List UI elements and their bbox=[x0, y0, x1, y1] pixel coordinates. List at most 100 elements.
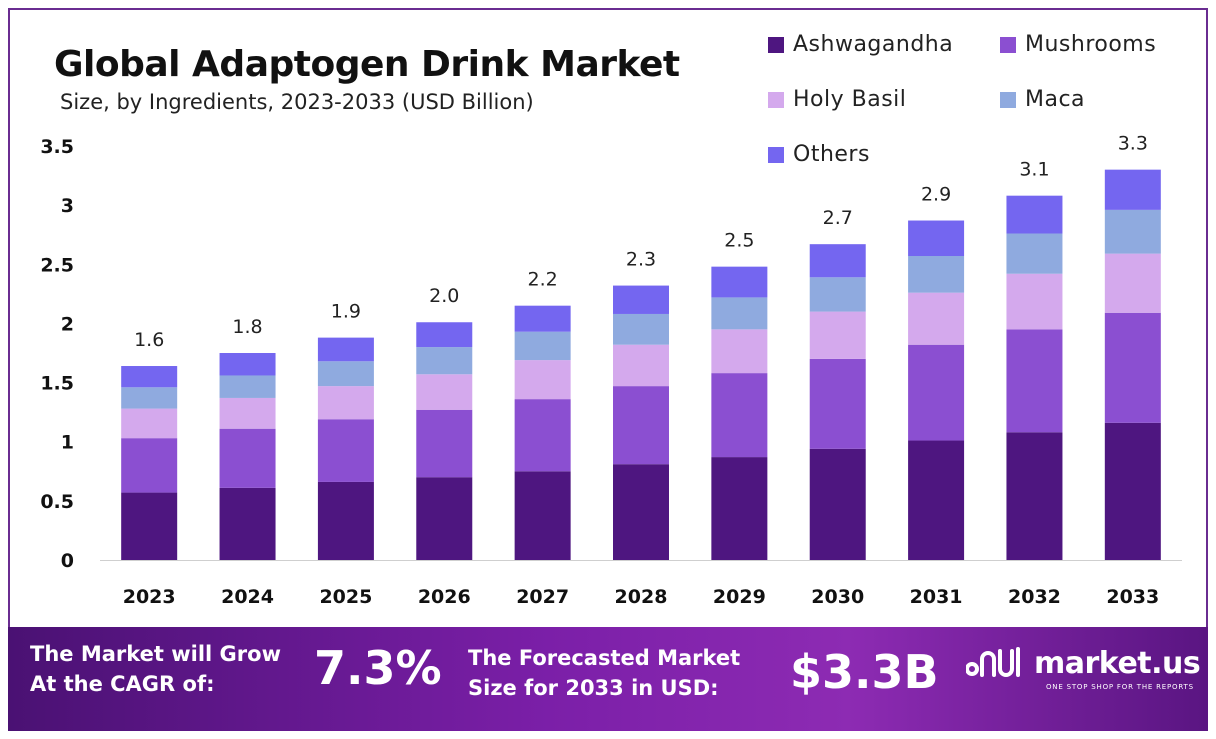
brand-tagline: ONE STOP SHOP FOR THE REPORTS bbox=[1046, 683, 1194, 691]
chart-title: Global Adaptogen Drink Market bbox=[54, 44, 680, 85]
legend-item-mushrooms: Mushrooms bbox=[1000, 32, 1156, 57]
x-tick-label: 2027 bbox=[516, 586, 569, 608]
bar-segment-holy-basil bbox=[613, 344, 669, 387]
bar-segment-mushrooms bbox=[219, 428, 276, 488]
bar-segment-others bbox=[219, 353, 276, 376]
bar-segment-maca bbox=[416, 347, 473, 375]
bar-segment-mushrooms bbox=[416, 409, 473, 478]
legend-item-holy-basil: Holy Basil bbox=[768, 87, 906, 112]
bar-total-label: 2.2 bbox=[528, 269, 558, 291]
bar-segment-maca bbox=[1006, 233, 1063, 274]
bar-segment-mushrooms bbox=[711, 373, 768, 458]
bar-segment-others bbox=[121, 366, 178, 388]
legend-label-others: Others bbox=[793, 142, 870, 167]
bar-segment-ashwagandha bbox=[219, 487, 276, 560]
bar-total-label: 1.6 bbox=[134, 329, 164, 351]
legend-label-mushrooms: Mushrooms bbox=[1025, 32, 1157, 57]
bar-segment-mushrooms bbox=[613, 386, 669, 465]
bar-segment-others bbox=[416, 322, 473, 348]
bar-segment-ashwagandha bbox=[514, 471, 571, 560]
y-tick-label: 1.5 bbox=[40, 373, 74, 395]
bar-segment-ashwagandha bbox=[809, 448, 866, 560]
bar-segment-ashwagandha bbox=[1006, 432, 1063, 560]
forecast-label-line1: The Forecasted Market bbox=[468, 646, 741, 670]
bar-segment-holy-basil bbox=[416, 374, 473, 410]
bar-segment-others bbox=[809, 244, 866, 278]
legend-swatch-maca bbox=[1000, 91, 1016, 108]
cagr-label: The Market will Grow At the CAGR of: bbox=[30, 639, 281, 699]
bar-segment-others bbox=[613, 285, 669, 314]
cagr-value: 7.3% bbox=[314, 641, 442, 695]
x-tick-label: 2023 bbox=[123, 586, 176, 608]
bar-segment-ashwagandha bbox=[711, 457, 768, 560]
bar-segment-maca bbox=[908, 256, 965, 293]
y-tick-label: 3.5 bbox=[40, 136, 74, 158]
bar-segment-others bbox=[514, 305, 571, 332]
legend-item-others: Others bbox=[768, 142, 870, 167]
bar-segment-maca bbox=[317, 361, 374, 387]
bar-total-label: 3.3 bbox=[1118, 133, 1148, 155]
bar-segment-ashwagandha bbox=[317, 481, 374, 560]
bar-segment-mushrooms bbox=[1006, 329, 1063, 433]
bar-segment-holy-basil bbox=[514, 360, 571, 400]
stacked-bar-chart: 0 0.5 1 1.5 2 2.5 3 3.5 1.6 2023 1.8 2024 1.9 2025 2.0… bbox=[40, 133, 1182, 608]
bar-total-label: 1.8 bbox=[232, 316, 262, 338]
x-tick-label: 2024 bbox=[221, 586, 274, 608]
bar-total-label: 2.5 bbox=[724, 230, 754, 252]
bar-segment-ashwagandha bbox=[613, 464, 669, 560]
bar-segment-ashwagandha bbox=[1104, 422, 1161, 560]
bar-segment-ashwagandha bbox=[121, 492, 178, 560]
market-us-logo-icon bbox=[966, 647, 1020, 677]
x-tick-label: 2026 bbox=[418, 586, 471, 608]
brand-logo: market.us bbox=[966, 645, 1201, 681]
bar-segment-maca bbox=[809, 277, 866, 312]
x-tick-label: 2031 bbox=[910, 586, 963, 608]
legend-label-maca: Maca bbox=[1025, 87, 1086, 112]
bar-segment-ashwagandha bbox=[416, 477, 473, 560]
bar-segment-holy-basil bbox=[908, 292, 965, 345]
bar-segment-maca bbox=[514, 331, 571, 361]
bar-segment-mushrooms bbox=[1104, 312, 1161, 423]
bar-total-label: 2.3 bbox=[626, 249, 656, 271]
bar-segment-mushrooms bbox=[514, 399, 571, 472]
bar-total-label: 2.0 bbox=[429, 285, 459, 307]
chart-subtitle: Size, by Ingredients, 2023-2033 (USD Bil… bbox=[60, 90, 534, 114]
bar-segment-holy-basil bbox=[711, 329, 768, 374]
y-tick-label: 2.5 bbox=[40, 254, 74, 276]
footer-banner: The Market will Grow At the CAGR of: 7.3… bbox=[8, 627, 1208, 731]
y-tick-label: 0.5 bbox=[40, 491, 74, 513]
bar-segment-maca bbox=[711, 297, 768, 330]
x-tick-label: 2029 bbox=[713, 586, 766, 608]
legend-item-ashwagandha: Ashwagandha bbox=[768, 32, 953, 57]
forecast-label: The Forecasted Market Size for 2033 in U… bbox=[468, 643, 740, 703]
bar-segment-others bbox=[1104, 169, 1161, 210]
bar-segment-others bbox=[317, 337, 374, 362]
bar-total-label: 3.1 bbox=[1019, 159, 1049, 181]
forecast-value: $3.3B bbox=[790, 645, 939, 699]
bar-segment-mushrooms bbox=[121, 438, 178, 493]
bar-segment-holy-basil bbox=[121, 408, 178, 439]
legend-swatch-ashwagandha bbox=[768, 36, 784, 53]
x-tick-label: 2025 bbox=[319, 586, 372, 608]
bar-segment-others bbox=[908, 220, 965, 257]
bar-segment-mushrooms bbox=[809, 358, 866, 449]
bar-segment-maca bbox=[1104, 209, 1161, 254]
legend-swatch-others bbox=[768, 146, 784, 163]
bar-segment-holy-basil bbox=[317, 386, 374, 420]
bar-segment-maca bbox=[613, 313, 669, 345]
bar-segment-holy-basil bbox=[1104, 253, 1161, 313]
bar-total-label: 2.7 bbox=[823, 207, 853, 229]
x-tick-label: 2032 bbox=[1008, 586, 1061, 608]
forecast-label-line2: Size for 2033 in USD: bbox=[468, 676, 719, 700]
brand-name: market.us bbox=[1034, 645, 1201, 681]
bar-segment-maca bbox=[219, 375, 276, 398]
x-tick-label: 2028 bbox=[615, 586, 668, 608]
legend-swatch-mushrooms bbox=[1000, 36, 1016, 53]
bar-segment-holy-basil bbox=[219, 397, 276, 429]
y-tick-label: 1 bbox=[61, 432, 74, 454]
bar-segment-ashwagandha bbox=[908, 440, 965, 560]
cagr-label-line2: At the CAGR of: bbox=[30, 672, 215, 696]
legend-label-holy-basil: Holy Basil bbox=[793, 87, 907, 112]
y-tick-label: 2 bbox=[61, 313, 74, 335]
bar-segment-holy-basil bbox=[809, 311, 866, 359]
